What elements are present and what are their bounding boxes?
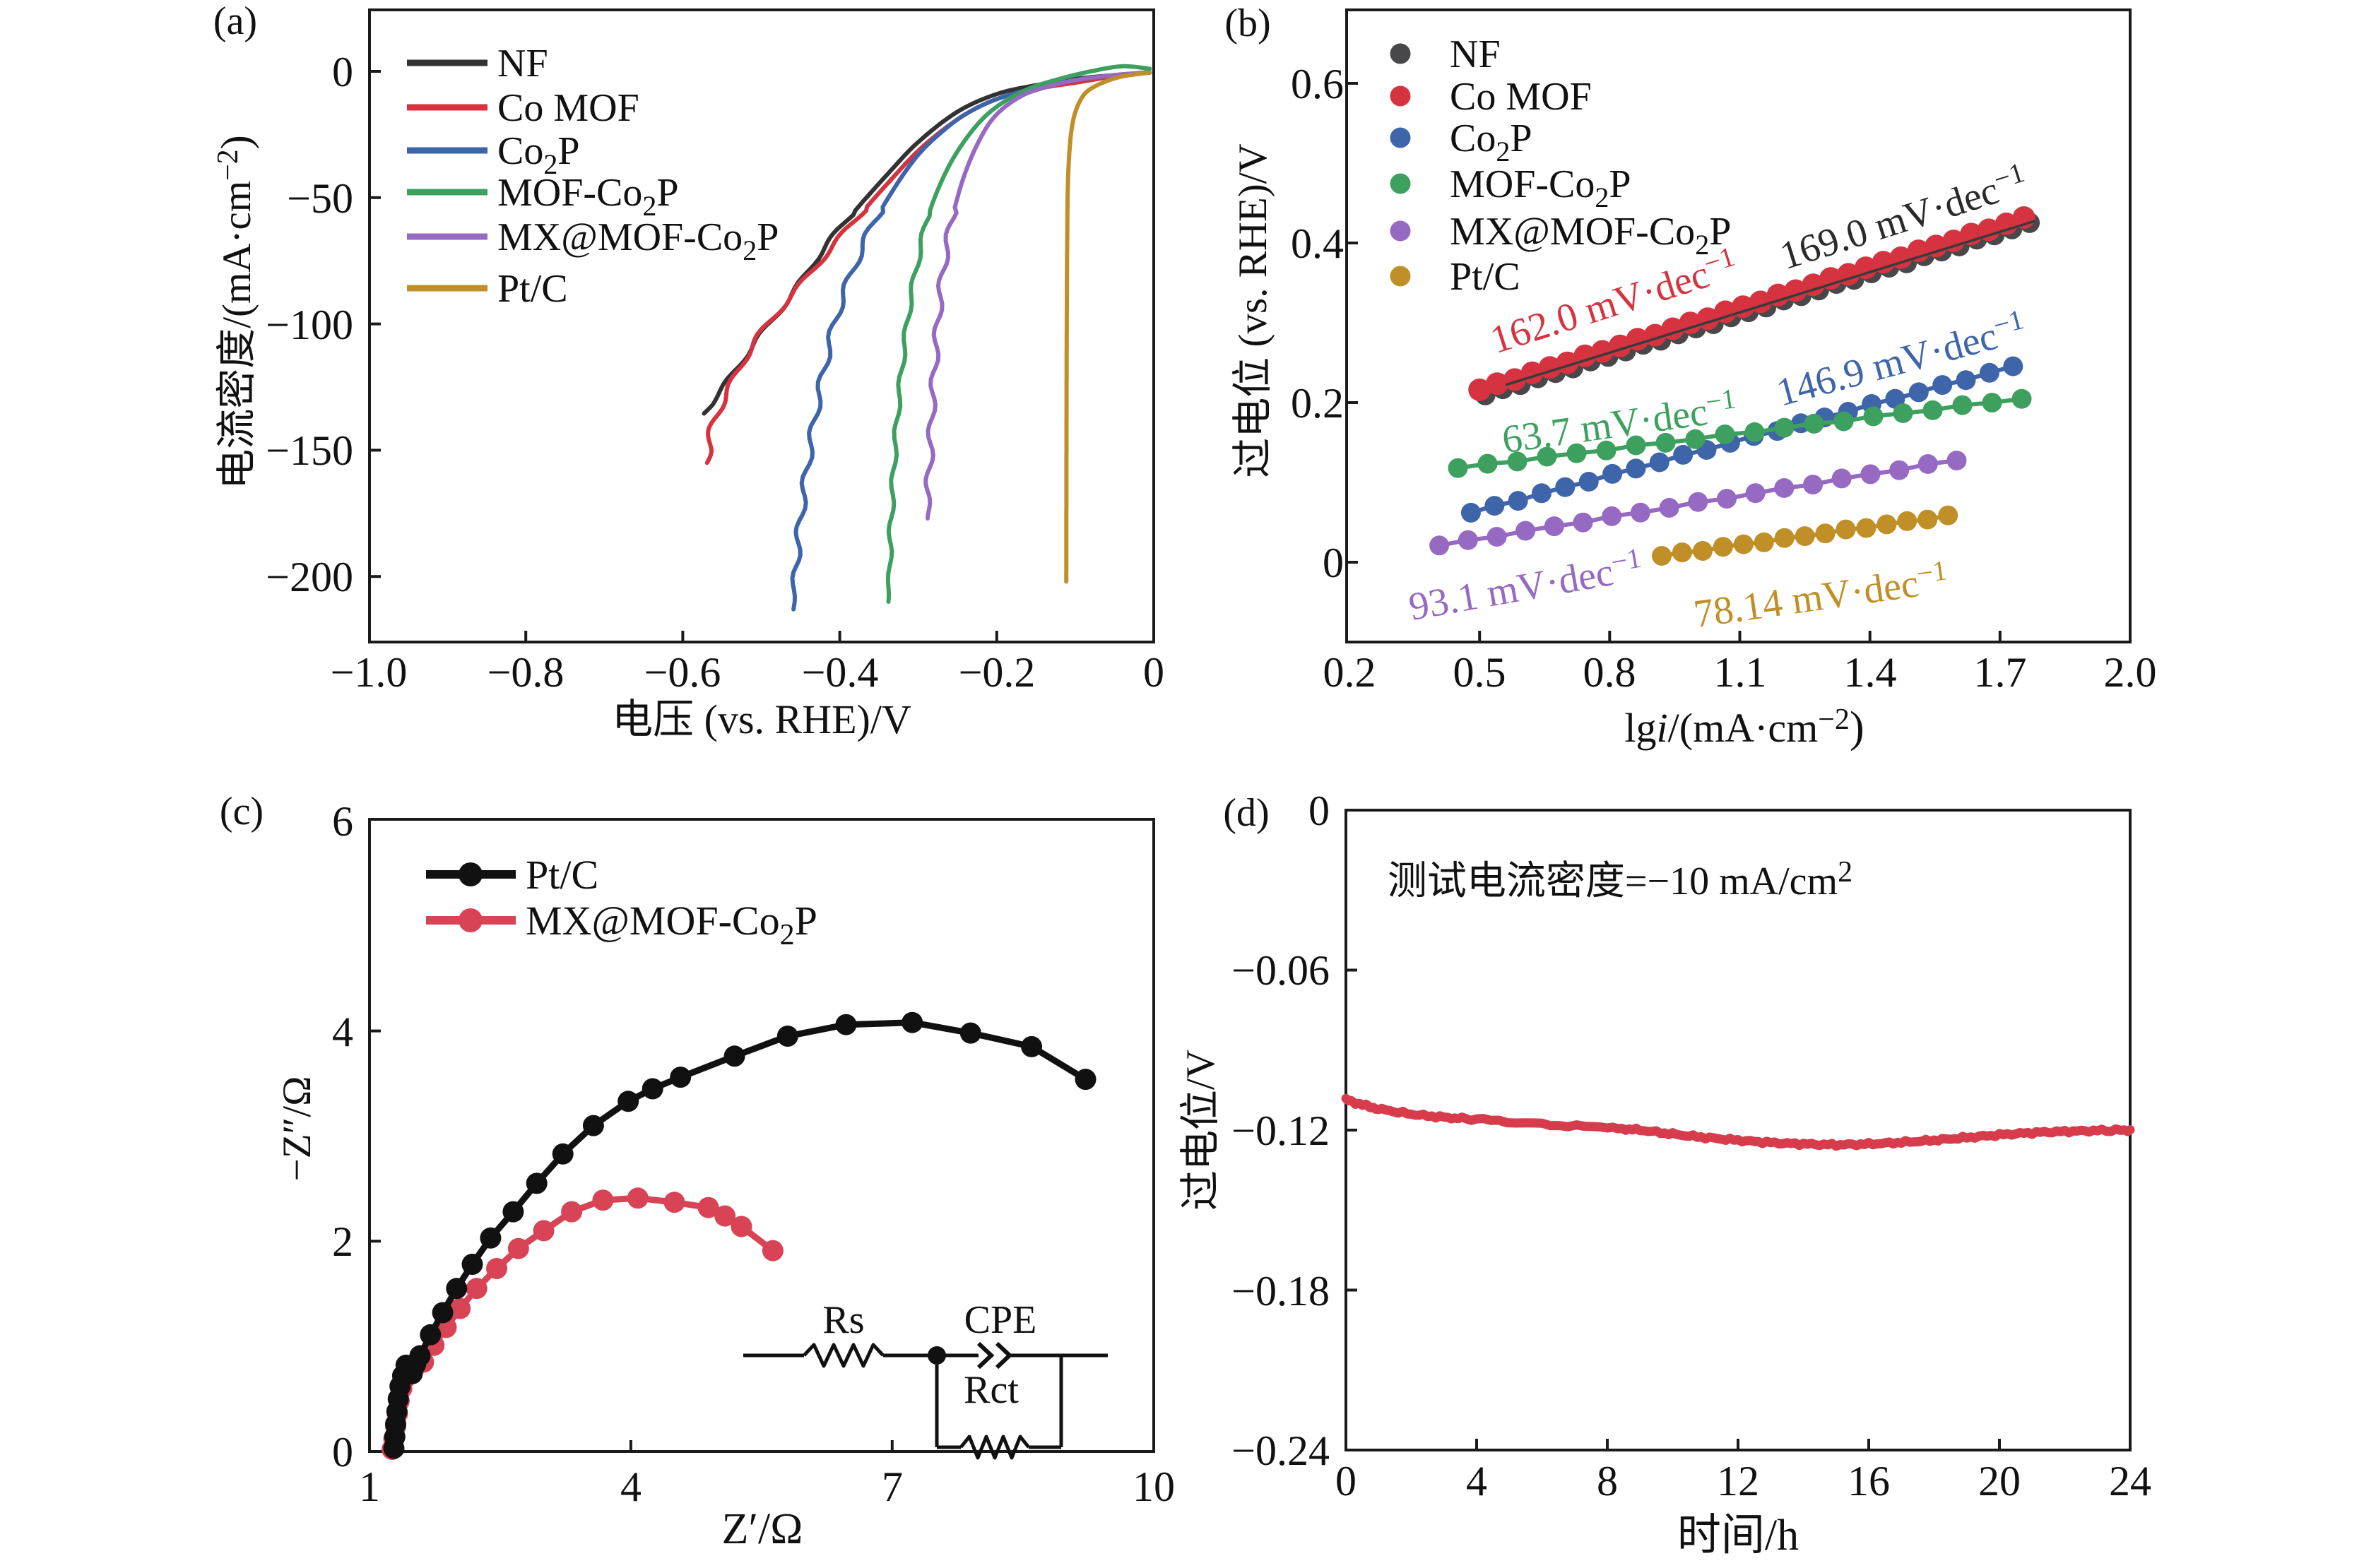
svg-text:8: 8 — [1597, 1458, 1618, 1504]
svg-text:NF: NF — [497, 42, 548, 85]
svg-text:−1.0: −1.0 — [331, 649, 408, 696]
svg-text:2: 2 — [332, 1218, 353, 1265]
svg-text:0: 0 — [1335, 1458, 1357, 1504]
svg-text:6: 6 — [332, 798, 353, 845]
svg-text:MX@MOF-Co2P: MX@MOF-Co2P — [526, 898, 817, 951]
svg-text:测试电流密度=−10 mA/cm2: 测试电流密度=−10 mA/cm2 — [1388, 856, 1852, 903]
svg-text:−0.6: −0.6 — [644, 649, 721, 696]
svg-text:0: 0 — [1323, 540, 1344, 586]
svg-text:Pt/C: Pt/C — [1450, 255, 1520, 299]
svg-text:0: 0 — [332, 1429, 353, 1475]
svg-text:−Z″/Ω: −Z″/Ω — [275, 1076, 319, 1182]
svg-text:NF: NF — [1450, 32, 1501, 76]
svg-text:4: 4 — [332, 1009, 353, 1055]
svg-text:(b): (b) — [1224, 1, 1270, 45]
svg-text:−50: −50 — [287, 175, 353, 222]
svg-text:16: 16 — [1848, 1458, 1890, 1504]
svg-text:−0.8: −0.8 — [487, 649, 565, 696]
svg-text:20: 20 — [1978, 1458, 2021, 1504]
svg-text:0.8: 0.8 — [1583, 649, 1636, 696]
svg-text:1: 1 — [359, 1463, 380, 1510]
svg-text:Rs: Rs — [822, 1298, 864, 1342]
svg-text:−100: −100 — [266, 302, 353, 348]
svg-text:0.5: 0.5 — [1453, 649, 1506, 696]
svg-text:0.2: 0.2 — [1323, 649, 1376, 696]
svg-text:0.6: 0.6 — [1291, 61, 1344, 107]
svg-text:Pt/C: Pt/C — [526, 852, 598, 898]
svg-text:(c): (c) — [220, 790, 264, 833]
svg-text:1.4: 1.4 — [1844, 649, 1897, 696]
svg-text:2.0: 2.0 — [2104, 649, 2157, 696]
svg-text:Rct: Rct — [964, 1368, 1019, 1412]
svg-text:−200: −200 — [266, 554, 353, 600]
svg-text:−0.4: −0.4 — [802, 649, 879, 696]
svg-text:过电位 (vs. RHE)/V: 过电位 (vs. RHE)/V — [1231, 143, 1275, 477]
svg-text:MX@MOF-Co2P: MX@MOF-Co2P — [1450, 210, 1731, 261]
svg-text:−0.2: −0.2 — [959, 649, 1036, 696]
svg-text:−0.24: −0.24 — [1231, 1427, 1330, 1474]
svg-text:时间/h: 时间/h — [1677, 1511, 1799, 1560]
svg-text:MX@MOF-Co2P: MX@MOF-Co2P — [497, 215, 779, 266]
svg-text:7: 7 — [882, 1463, 903, 1510]
svg-text:0: 0 — [332, 49, 353, 95]
svg-text:(d): (d) — [1223, 791, 1269, 835]
svg-text:Co MOF: Co MOF — [1450, 75, 1592, 119]
svg-text:−0.18: −0.18 — [1231, 1268, 1330, 1314]
svg-text:(a): (a) — [213, 0, 257, 43]
svg-text:1.1: 1.1 — [1714, 649, 1767, 696]
svg-text:12: 12 — [1717, 1458, 1759, 1504]
svg-text:4: 4 — [620, 1463, 642, 1510]
svg-text:1.7: 1.7 — [1974, 649, 2027, 696]
svg-text:电压 (vs. RHE)/V: 电压 (vs. RHE)/V — [612, 696, 911, 742]
svg-text:−0.12: −0.12 — [1231, 1107, 1330, 1154]
svg-text:Co MOF: Co MOF — [497, 86, 639, 130]
svg-text:Co2P: Co2P — [497, 129, 580, 180]
svg-text:0.2: 0.2 — [1291, 380, 1344, 427]
svg-text:Co2P: Co2P — [1450, 117, 1532, 167]
svg-text:−150: −150 — [266, 427, 353, 474]
svg-text:24: 24 — [2109, 1458, 2151, 1504]
svg-text:过电位/V: 过电位/V — [1178, 1050, 1223, 1211]
svg-text:Z′/Ω: Z′/Ω — [722, 1505, 803, 1553]
svg-text:Pt/C: Pt/C — [497, 267, 568, 311]
svg-text:0: 0 — [1308, 788, 1330, 834]
svg-text:−0.06: −0.06 — [1231, 947, 1330, 994]
svg-text:电流密度/(mA·cm−2): 电流密度/(mA·cm−2) — [212, 135, 259, 489]
svg-text:0: 0 — [1143, 649, 1164, 696]
svg-text:0.4: 0.4 — [1291, 220, 1344, 267]
svg-text:4: 4 — [1466, 1458, 1487, 1504]
svg-text:10: 10 — [1133, 1463, 1175, 1510]
svg-text:CPE: CPE — [964, 1298, 1037, 1342]
